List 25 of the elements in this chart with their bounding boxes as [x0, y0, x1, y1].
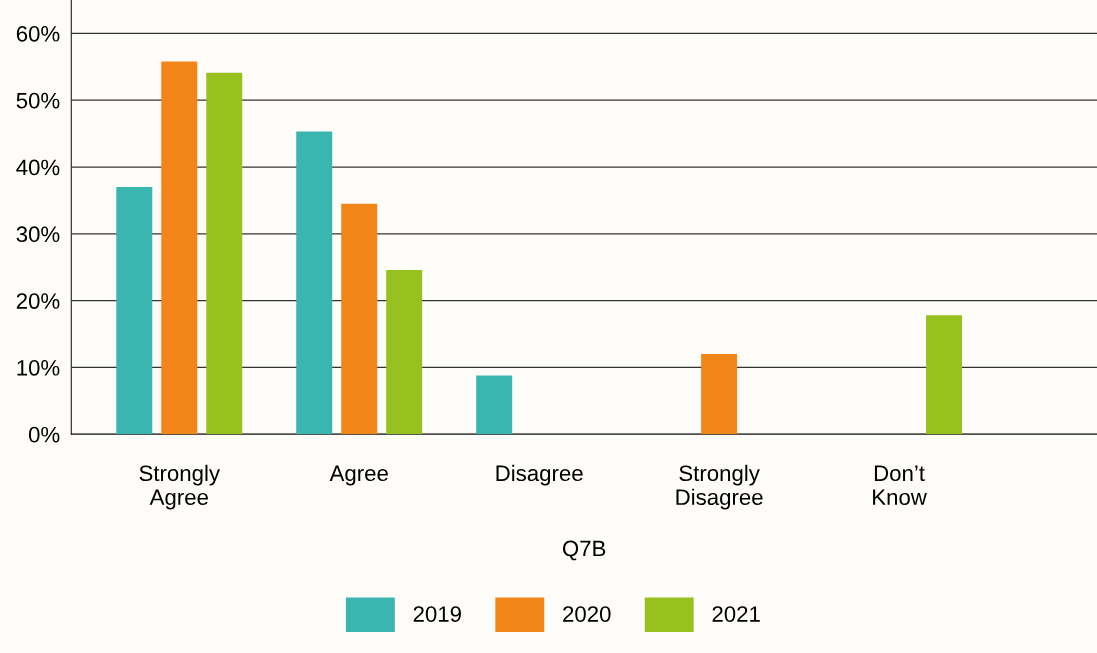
bar	[926, 315, 963, 435]
y-tick-label: 30%	[16, 226, 60, 243]
y-tick-label: 50%	[16, 92, 60, 109]
bar	[386, 269, 423, 435]
y-tick-label: 20%	[16, 293, 60, 309]
x-tick-label: Agree	[329, 465, 388, 486]
bar	[341, 203, 378, 435]
bar	[206, 72, 243, 435]
bar	[701, 354, 738, 435]
bar	[296, 131, 333, 435]
legend-label: 2019	[413, 606, 461, 622]
y-tick-label: 60%	[16, 25, 60, 42]
legend-label: 2021	[712, 606, 760, 622]
bar	[161, 61, 198, 435]
x-axis-title: Q7B	[562, 540, 606, 561]
y-tick-label: 0%	[28, 426, 60, 443]
bar	[116, 187, 153, 435]
x-tick-label: Strongly Agree	[139, 464, 220, 510]
bar	[476, 375, 513, 435]
x-tick-label: Strongly Disagree	[676, 464, 763, 510]
x-tick-label: Don’t Know	[873, 465, 927, 506]
y-tick-label: 40%	[16, 159, 60, 176]
legend-label: 2020	[563, 606, 611, 622]
y-tick-label: 10%	[17, 359, 60, 376]
x-tick-label: Disagree	[496, 464, 583, 486]
